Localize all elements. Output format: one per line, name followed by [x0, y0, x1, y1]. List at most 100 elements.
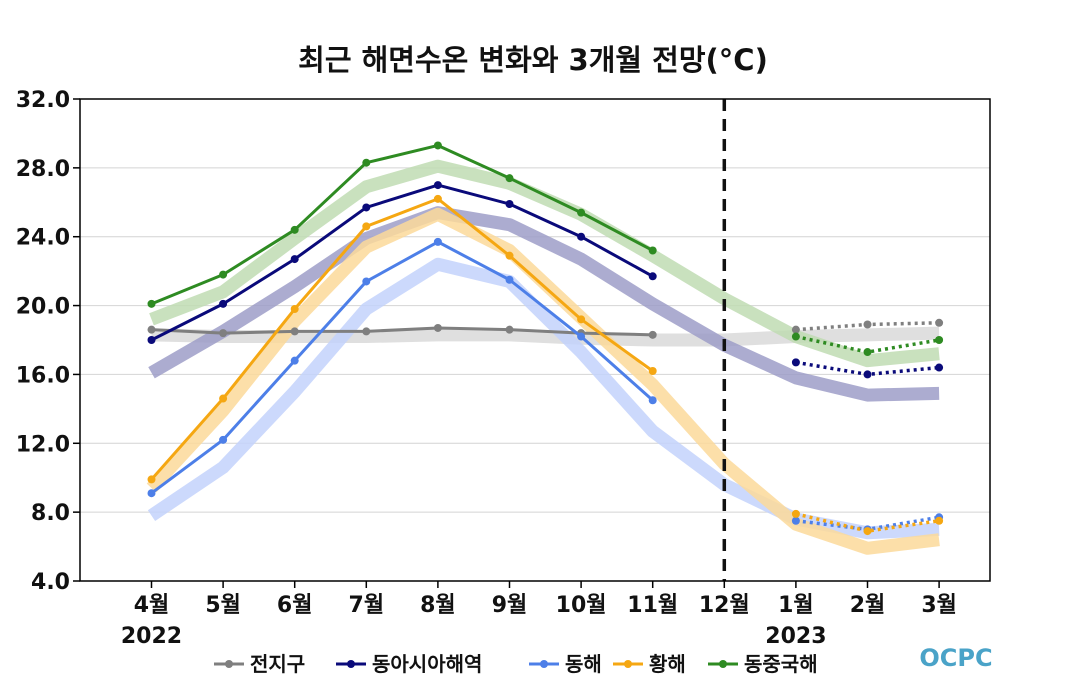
legend-label: 전지구	[250, 652, 305, 676]
observed-point-동중국해	[290, 225, 299, 234]
forecast-point-동중국해	[935, 336, 944, 344]
year-labels: 2022 2023	[121, 624, 827, 649]
x-axis-ticks: 4월 5월 6월 7월 8월 9월 10월 11월 12월 1월 2월 3월	[134, 581, 957, 618]
observed-point-전지구	[147, 325, 156, 334]
x-tick-label: 8월	[420, 593, 456, 618]
forecast-point-동아시아해역	[935, 363, 944, 372]
observed-point-전지구	[505, 325, 514, 334]
observed-point-동중국해	[433, 141, 442, 150]
forecast-point-황해	[791, 509, 800, 518]
y-tick-label: 8.0	[31, 501, 70, 526]
x-tick-label: 4월	[134, 593, 170, 618]
observed-point-동중국해	[219, 270, 228, 279]
observed-point-전지구	[290, 327, 299, 336]
observed-point-동중국해	[648, 246, 657, 255]
observed-point-동중국해	[577, 208, 586, 217]
x-tick-label: 3월	[921, 593, 957, 618]
legend-swatch-marker	[719, 660, 727, 668]
observed-point-동중국해	[505, 174, 514, 183]
observed-line-동아시아해역	[150, 183, 654, 342]
y-axis-ticks: 4.0 8.0 12.0 16.0 20.0 24.0 28.0 32.0	[16, 88, 80, 595]
plot-frame	[79, 98, 991, 582]
legend-swatch-marker	[540, 660, 548, 668]
legend-swatch-marker	[624, 660, 632, 668]
legend-label: 동아시아해역	[372, 652, 482, 676]
observed-point-황해	[505, 251, 514, 260]
forecast-point-동중국해	[863, 348, 872, 357]
forecast-point-전지구	[863, 320, 872, 329]
y-tick-label: 12.0	[16, 432, 70, 457]
forecast-point-동해	[791, 516, 800, 525]
forecast-point-황해	[935, 516, 944, 525]
x-tick-label: 10월	[556, 593, 607, 618]
legend-label: 황해	[649, 652, 686, 676]
x-tick-label: 6월	[277, 593, 313, 618]
observed-line-동해	[150, 240, 654, 495]
year-label: 2022	[121, 624, 182, 649]
chart-title: 최근 해면수온 변화와 3개월 전망(°C)	[298, 43, 768, 77]
observed-point-동아시아해역	[219, 299, 228, 308]
x-tick-label: 2월	[850, 593, 886, 618]
legend-swatch-marker	[225, 660, 233, 668]
observed-point-동해	[362, 277, 371, 286]
series-lines	[147, 141, 944, 536]
y-tick-label: 4.0	[31, 570, 70, 595]
forecast-line-동중국해	[795, 334, 940, 354]
y-tick-label: 16.0	[16, 363, 70, 388]
observed-point-황해	[577, 315, 586, 324]
forecast-line-황해	[795, 512, 940, 533]
observed-point-황해	[648, 366, 657, 375]
forecast-point-동중국해	[791, 332, 800, 341]
observed-point-동해	[290, 356, 299, 365]
observed-point-동해	[648, 396, 657, 405]
forecast-point-황해	[863, 527, 872, 536]
observed-point-전지구	[219, 329, 228, 338]
climatology-band-동중국해	[149, 159, 940, 368]
observed-point-동아시아해역	[290, 255, 299, 264]
year-label: 2023	[765, 624, 826, 649]
observed-line-황해	[150, 197, 654, 481]
climatology-band-황해	[146, 207, 940, 555]
observed-point-전지구	[362, 327, 371, 336]
y-tick-label: 32.0	[16, 88, 70, 113]
x-tick-label: 5월	[205, 593, 241, 618]
climatology-band-동해	[147, 257, 940, 540]
forecast-point-전지구	[791, 325, 800, 334]
observed-line-동중국해	[150, 143, 654, 306]
legend-label: 동해	[565, 652, 602, 676]
observed-point-황해	[219, 394, 228, 403]
x-tick-label: 7월	[349, 593, 385, 618]
observed-point-동아시아해역	[147, 336, 156, 344]
forecast-point-전지구	[935, 318, 944, 327]
legend-label: 동중국해	[744, 652, 818, 676]
x-tick-label: 1월	[778, 593, 814, 618]
observed-point-동해	[577, 332, 586, 341]
observed-point-동아시아해역	[505, 200, 514, 209]
forecast-point-동아시아해역	[791, 358, 800, 367]
observed-point-동아시아해역	[433, 181, 442, 190]
ocpc-logo: OCPC	[919, 644, 992, 672]
observed-point-동해	[147, 489, 156, 498]
y-tick-label: 20.0	[16, 295, 70, 320]
observed-point-황해	[290, 305, 299, 314]
y-tick-label: 28.0	[16, 157, 70, 182]
observed-line-전지구	[151, 326, 653, 337]
observed-point-황해	[433, 194, 442, 203]
observed-point-동해	[505, 275, 514, 284]
observed-point-동아시아해역	[577, 232, 586, 241]
observed-point-전지구	[648, 330, 657, 339]
forecast-point-동아시아해역	[863, 370, 872, 379]
observed-point-황해	[147, 475, 156, 484]
observed-point-동해	[433, 237, 442, 246]
observed-point-동중국해	[362, 158, 371, 167]
legend: 전지구 동아시아해역 동해 황해 동중국해	[214, 652, 818, 676]
observed-point-황해	[362, 222, 371, 231]
observed-point-동해	[219, 435, 228, 444]
x-tick-label: 12월	[699, 593, 750, 618]
observed-point-전지구	[433, 323, 442, 332]
observed-point-동아시아해역	[362, 203, 371, 212]
observed-point-동아시아해역	[648, 272, 657, 281]
y-tick-label: 24.0	[16, 226, 70, 251]
x-tick-label: 11월	[627, 593, 678, 618]
